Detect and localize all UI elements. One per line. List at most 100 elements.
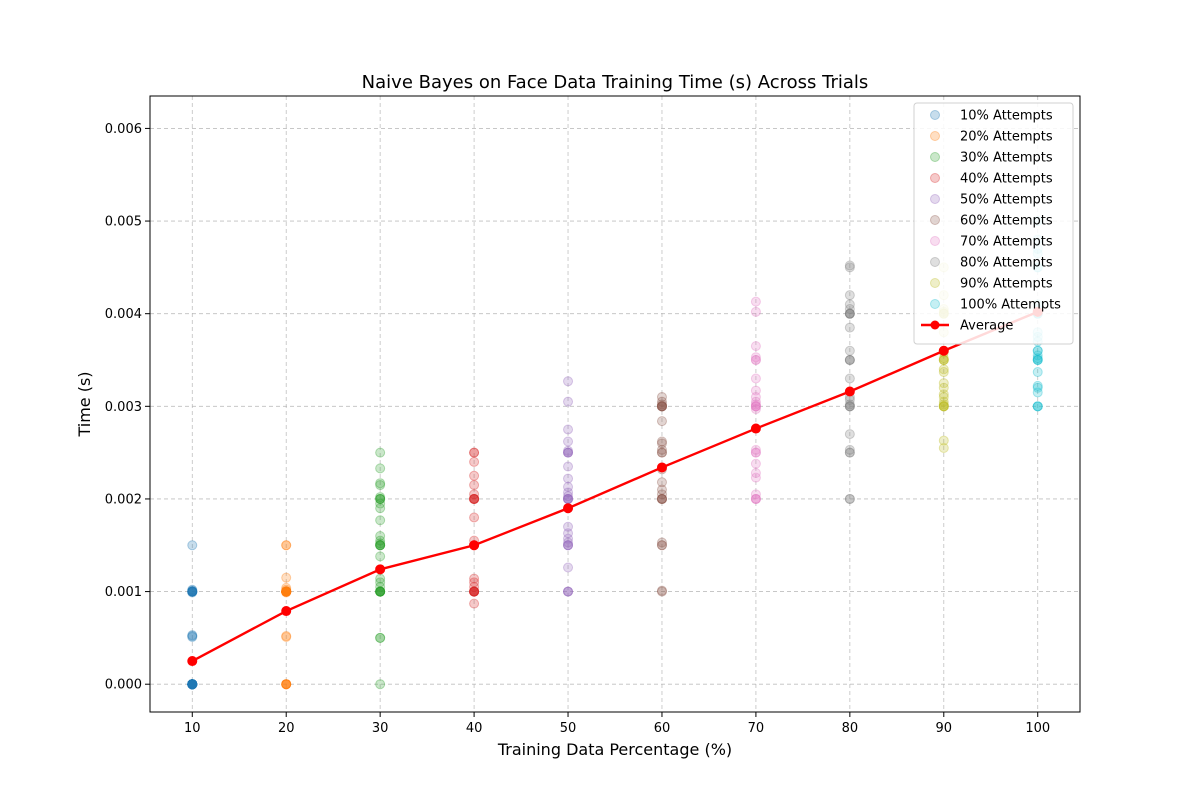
scatter-point — [656, 396, 667, 407]
x-tick-label: 60 — [654, 721, 671, 736]
scatter-point — [469, 586, 480, 597]
average-point — [844, 386, 855, 397]
y-tick-label: 0.001 — [105, 585, 142, 600]
scatter-point — [281, 586, 292, 597]
scatter-point — [375, 586, 386, 597]
scatter-point — [187, 679, 198, 690]
scatter-point — [187, 679, 198, 690]
x-tick-label: 30 — [372, 721, 389, 736]
y-tick-label: 0.000 — [105, 678, 142, 693]
scatter-point — [375, 586, 386, 597]
scatter-point — [375, 586, 386, 597]
x-tick-label: 20 — [278, 721, 295, 736]
scatter-point — [844, 345, 855, 356]
scatter-point — [281, 586, 292, 597]
scatter-point — [187, 679, 198, 690]
average-point — [656, 462, 667, 473]
scatter-point — [469, 581, 480, 592]
scatter-point — [469, 470, 480, 481]
scatter-point — [375, 538, 386, 549]
scatter-point — [656, 392, 667, 403]
legend-label: 20% Attempts — [960, 130, 1053, 145]
scatter-point — [375, 586, 386, 597]
scatter-point — [281, 586, 292, 597]
scatter-point — [563, 540, 574, 551]
average-point — [187, 656, 198, 667]
scatter-point — [375, 493, 386, 504]
scatter-point — [563, 376, 574, 387]
scatter-point — [187, 679, 198, 690]
scatter-point — [187, 679, 198, 690]
scatter-point — [656, 540, 667, 551]
scatter-point — [281, 679, 292, 690]
scatter-point — [750, 444, 761, 455]
scatter-point — [938, 367, 949, 378]
scatter-point — [187, 679, 198, 690]
scatter-point — [187, 679, 198, 690]
scatter-point — [281, 586, 292, 597]
scatter-point — [375, 632, 386, 643]
scatter-point — [563, 445, 574, 456]
scatter-point — [844, 322, 855, 333]
scatter-point — [187, 679, 198, 690]
scatter-point — [281, 586, 292, 597]
legend-marker — [930, 110, 940, 120]
legend-label: 30% Attempts — [960, 151, 1053, 166]
scatter-point — [563, 461, 574, 472]
scatter-point — [375, 540, 386, 551]
scatter-point — [750, 296, 761, 307]
scatter-point — [844, 373, 855, 384]
scatter-point — [750, 306, 761, 317]
scatter-point — [938, 389, 949, 400]
x-tick-label: 50 — [560, 721, 577, 736]
scatter-point — [281, 586, 292, 597]
scatter-point — [281, 586, 292, 597]
x-tick-label: 10 — [184, 721, 201, 736]
y-tick-label: 0.004 — [105, 307, 142, 322]
scatter-point — [187, 679, 198, 690]
scatter-point — [656, 401, 667, 412]
scatter-point — [750, 355, 761, 365]
scatter-point — [656, 493, 667, 504]
legend-label: Average — [960, 319, 1013, 334]
scatter-point — [187, 679, 198, 690]
scatter-point — [375, 493, 386, 504]
scatter-point — [187, 586, 198, 597]
scatter-point — [375, 498, 386, 509]
scatter-point — [656, 401, 667, 412]
scatter-point — [563, 491, 574, 502]
scatter-point — [656, 401, 667, 412]
scatter-point — [750, 392, 761, 403]
scatter-point — [187, 679, 198, 690]
chart-title: Naive Bayes on Face Data Training Time (… — [362, 72, 869, 93]
average-line-path — [191, 310, 1039, 663]
legend-label: 100% Attempts — [960, 298, 1061, 313]
x-tick-label: 90 — [936, 721, 953, 736]
scatter-point — [750, 472, 761, 483]
scatter-point — [469, 577, 480, 588]
scatter-point — [750, 493, 761, 504]
scatter-point — [187, 586, 198, 597]
scatter-point — [563, 473, 574, 484]
scatter-point — [656, 586, 667, 597]
average-line — [187, 306, 1043, 667]
scatter-point — [187, 679, 198, 690]
scatter-point — [187, 679, 198, 690]
scatter-point — [469, 493, 480, 504]
scatter-point — [656, 444, 667, 455]
scatter-point — [469, 447, 480, 458]
scatter-point — [281, 586, 292, 597]
scatter-point — [375, 573, 386, 584]
scatter-point — [187, 540, 198, 551]
legend-average-marker — [930, 320, 940, 330]
scatter-point — [1032, 401, 1043, 412]
legend-marker — [930, 299, 940, 309]
scatter-point — [750, 401, 761, 412]
scatter-point — [844, 401, 855, 412]
scatter-point — [187, 679, 198, 690]
scatter-point — [281, 587, 292, 598]
scatter-point — [187, 586, 198, 597]
scatter-point — [469, 489, 480, 500]
scatter-point — [187, 586, 198, 597]
